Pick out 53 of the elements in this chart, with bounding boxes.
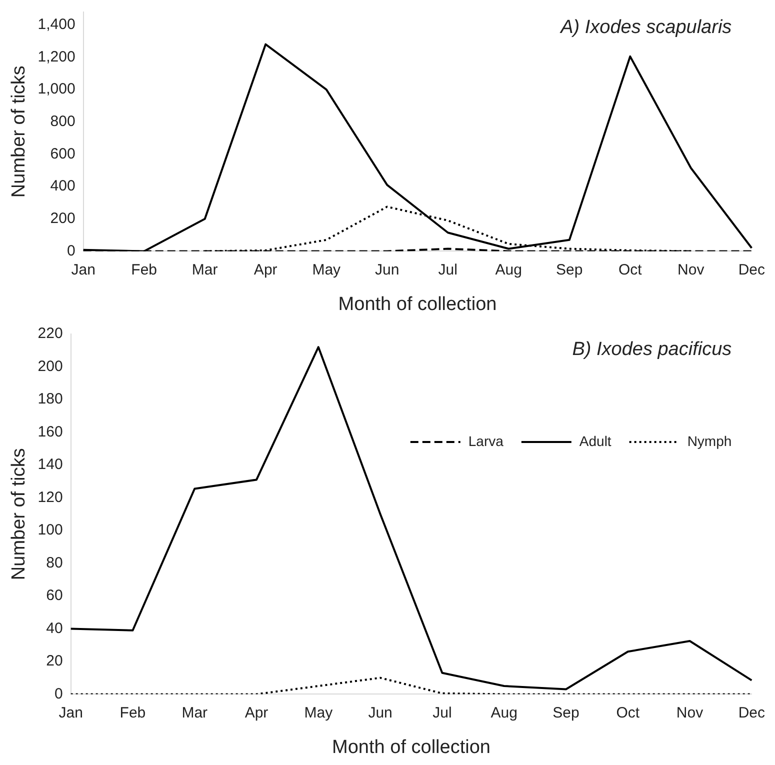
y-tick-label: 1,000 — [38, 80, 76, 98]
y-axis-title: Number of ticks — [8, 66, 30, 198]
x-tick-label: Feb — [120, 704, 146, 722]
x-tick-label: Jul — [438, 261, 458, 278]
y-tick-label: 120 — [38, 488, 63, 506]
x-axis-title: Month of collection — [332, 736, 490, 758]
x-tick-label: Jun — [368, 704, 392, 722]
y-tick-label: 600 — [50, 145, 76, 162]
y-tick-label: 220 — [38, 325, 63, 342]
x-tick-label: Oct — [616, 704, 640, 722]
x-tick-label: Mar — [192, 261, 218, 278]
x-tick-label: Jan — [71, 261, 96, 278]
y-tick-label: 40 — [46, 620, 63, 637]
x-tick-label: Oct — [618, 261, 643, 278]
x-tick-label: Apr — [254, 261, 278, 278]
x-tick-label: Mar — [182, 704, 208, 722]
x-tick-label: Apr — [244, 704, 268, 722]
x-tick-label: Nov — [676, 704, 704, 722]
y-tick-label: 180 — [38, 390, 63, 408]
x-tick-label: Nov — [678, 261, 705, 278]
chart-title: A) Ixodes scapularis — [560, 16, 732, 38]
y-tick-label: 140 — [38, 456, 63, 474]
legend-label: Nymph — [687, 432, 732, 449]
y-tick-label: 160 — [38, 423, 63, 440]
y-tick-label: 0 — [66, 242, 76, 260]
y-tick-label: 1,200 — [38, 48, 76, 66]
y-tick-label: 200 — [50, 210, 76, 228]
legend-label: Adult — [579, 432, 612, 449]
x-axis-title: Month of collection — [338, 294, 497, 315]
x-tick-label: Jan — [58, 704, 83, 722]
x-tick-label: Sep — [552, 704, 580, 722]
y-tick-label: 200 — [38, 358, 63, 375]
x-tick-label: Jul — [432, 704, 452, 722]
x-tick-label: Aug — [490, 704, 518, 722]
x-tick-label: Sep — [556, 261, 583, 278]
x-tick-label: Dec — [738, 704, 766, 722]
x-tick-label: May — [304, 704, 334, 722]
x-tick-label: May — [312, 261, 342, 278]
x-tick-label: Dec — [738, 261, 766, 278]
x-tick-label: Jun — [375, 261, 400, 278]
y-tick-label: 20 — [46, 652, 63, 670]
y-axis-title: Number of ticks — [8, 448, 30, 580]
y-tick-label: 400 — [50, 178, 76, 195]
y-tick-label: 100 — [38, 522, 63, 539]
x-tick-label: Aug — [495, 261, 522, 278]
y-tick-label: 800 — [50, 113, 76, 130]
x-tick-label: Feb — [131, 261, 158, 278]
y-tick-label: 1,400 — [38, 16, 76, 34]
y-tick-label: 0 — [54, 685, 63, 702]
y-tick-label: 60 — [46, 587, 63, 604]
y-tick-label: 80 — [46, 554, 63, 572]
chart-title: B) Ixodes pacificus — [572, 338, 732, 360]
legend-label: Larva — [468, 432, 504, 449]
